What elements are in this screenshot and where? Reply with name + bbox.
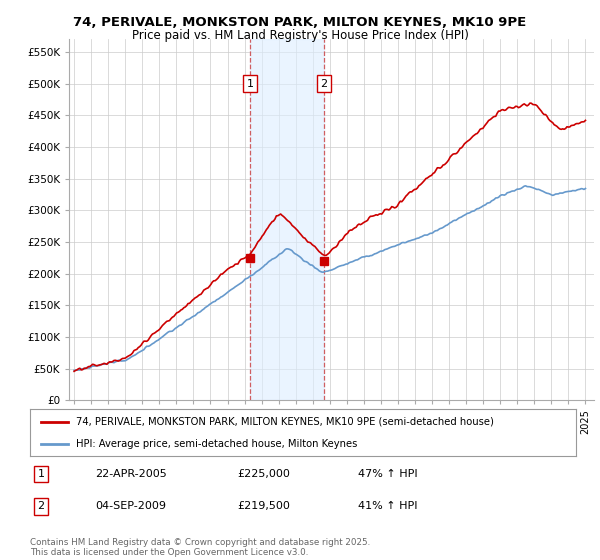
Text: 2: 2 [320, 78, 328, 88]
Text: 41% ↑ HPI: 41% ↑ HPI [358, 501, 417, 511]
Text: Contains HM Land Registry data © Crown copyright and database right 2025.
This d: Contains HM Land Registry data © Crown c… [30, 538, 370, 557]
Text: 1: 1 [247, 78, 253, 88]
Text: £219,500: £219,500 [238, 501, 290, 511]
Text: 04-SEP-2009: 04-SEP-2009 [95, 501, 167, 511]
Text: 47% ↑ HPI: 47% ↑ HPI [358, 469, 417, 479]
Bar [250, 39, 324, 400]
Text: 74, PERIVALE, MONKSTON PARK, MILTON KEYNES, MK10 9PE (semi-detached house): 74, PERIVALE, MONKSTON PARK, MILTON KEYN… [76, 417, 494, 427]
Text: 22-APR-2005: 22-APR-2005 [95, 469, 167, 479]
Text: 1: 1 [37, 469, 44, 479]
Text: Price paid vs. HM Land Registry's House Price Index (HPI): Price paid vs. HM Land Registry's House … [131, 29, 469, 42]
Text: 74, PERIVALE, MONKSTON PARK, MILTON KEYNES, MK10 9PE: 74, PERIVALE, MONKSTON PARK, MILTON KEYN… [73, 16, 527, 29]
Text: 2: 2 [37, 501, 44, 511]
Text: HPI: Average price, semi-detached house, Milton Keynes: HPI: Average price, semi-detached house,… [76, 438, 358, 449]
Text: £225,000: £225,000 [238, 469, 290, 479]
